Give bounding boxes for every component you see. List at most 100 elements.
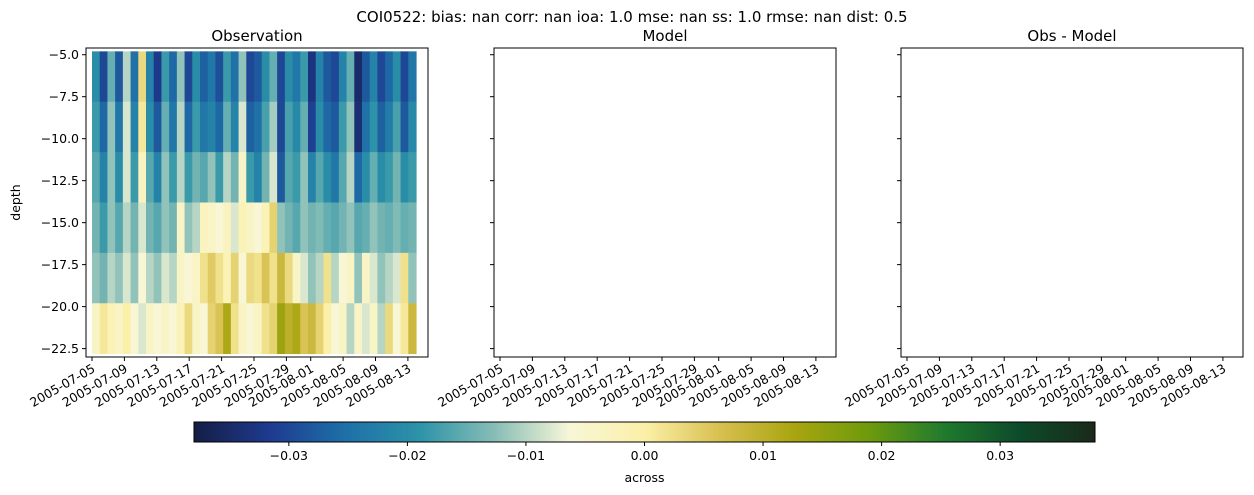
heatmap-cell	[377, 303, 386, 355]
heatmap-cell	[338, 202, 348, 254]
heatmap-cell	[369, 51, 379, 103]
heatmap-cell	[277, 152, 286, 203]
heatmap-cell	[346, 51, 355, 103]
heatmap-cell	[385, 101, 394, 153]
heatmap-cell	[323, 303, 332, 355]
heatmap-cell	[331, 51, 340, 103]
colorbar-label: across	[624, 470, 664, 485]
heatmap-cell	[354, 51, 363, 103]
heatmap-cell	[362, 202, 371, 254]
heatmap-cell	[138, 152, 147, 203]
heatmap-cell	[400, 51, 409, 103]
colorbar-tick-label: 0.00	[631, 448, 659, 463]
heatmap-cell	[99, 252, 109, 304]
heatmap-cell	[292, 101, 301, 153]
heatmap-cell	[169, 303, 178, 355]
y-tick-label: −17.5	[41, 257, 79, 272]
panel-title: Obs - Model	[1027, 27, 1116, 45]
heatmap-cell	[254, 202, 263, 254]
heatmap-cell	[200, 152, 209, 203]
colorbar-tick-label: 0.03	[986, 448, 1014, 463]
heatmap-cell	[107, 51, 116, 103]
heatmap-cell	[230, 101, 240, 153]
colorbar-gradient	[193, 421, 1096, 443]
heatmap-cell	[99, 303, 109, 355]
heatmap-cell	[238, 101, 247, 153]
heatmap-cell	[385, 202, 394, 254]
heatmap-cell	[315, 202, 325, 254]
heatmap-cell	[215, 303, 224, 355]
heatmap-cell	[92, 252, 101, 304]
heatmap-cell	[362, 51, 371, 103]
heatmap-cell	[269, 101, 278, 153]
axes-frame	[493, 47, 837, 358]
heatmap-cell	[315, 303, 325, 355]
heatmap-cell	[215, 202, 224, 254]
heatmap-cell	[369, 303, 379, 355]
heatmap-cell	[392, 152, 402, 203]
heatmap-cell	[161, 303, 170, 355]
heatmap-cell	[308, 101, 317, 153]
heatmap-cell	[300, 51, 309, 103]
heatmap-cell	[192, 152, 201, 203]
heatmap-cell	[161, 202, 170, 254]
heatmap-cell	[292, 202, 301, 254]
heatmap-cell	[346, 152, 355, 203]
heatmap-cell	[115, 252, 124, 304]
heatmap-cell	[223, 303, 232, 355]
heatmap-cell	[400, 252, 409, 304]
heatmap-cell	[200, 252, 209, 304]
heatmap-cell	[331, 303, 340, 355]
heatmap-cell	[223, 101, 232, 153]
heatmap-cell	[269, 152, 278, 203]
heatmap-cell	[92, 202, 101, 254]
heatmap-cell	[122, 101, 132, 153]
heatmap-cell	[254, 252, 263, 304]
heatmap-cell	[122, 202, 132, 254]
heatmap-cell	[292, 252, 301, 304]
heatmap-cell	[176, 101, 186, 153]
heatmap-cell	[223, 202, 232, 254]
heatmap-cell	[238, 303, 247, 355]
heatmap-cell	[215, 252, 224, 304]
heatmap-cell	[400, 202, 409, 254]
heatmap-cell	[146, 202, 155, 254]
y-tick-label: −20.0	[41, 299, 79, 314]
heatmap-cell	[200, 101, 209, 153]
heatmap-cell	[354, 152, 363, 203]
heatmap-cell	[169, 252, 178, 304]
heatmap-cells	[92, 51, 417, 355]
heatmap-cell	[153, 51, 163, 103]
panel-observation: Observation −5.0 −7.5 −10.0 −12.5 −15.0 −17.5 −…	[8, 27, 429, 410]
heatmap-cell	[284, 202, 294, 254]
heatmap-cell	[261, 101, 271, 153]
y-tick-label: −15.0	[41, 215, 79, 230]
heatmap-cell	[331, 252, 340, 304]
heatmap-cell	[385, 303, 394, 355]
heatmap-cell	[362, 152, 371, 203]
heatmap-cell	[99, 51, 109, 103]
heatmap-cell	[107, 303, 116, 355]
heatmap-cell	[176, 51, 186, 103]
heatmap-cell	[99, 101, 109, 153]
y-axis-label: depth	[8, 184, 23, 220]
heatmap-cell	[246, 252, 255, 304]
heatmap-cell	[277, 101, 286, 153]
colorbar: −0.03 −0.02 −0.01 0.00 0.01 0.02 0.03 across	[193, 421, 1096, 485]
heatmap-cell	[338, 101, 348, 153]
y-tick-label: −7.5	[49, 89, 79, 104]
heatmap-cell	[246, 202, 255, 254]
heatmap-cell	[300, 202, 309, 254]
heatmap-cell	[99, 202, 109, 254]
heatmap-cell	[146, 51, 155, 103]
heatmap-cell	[369, 152, 379, 203]
heatmap-cell	[261, 303, 271, 355]
colorbar-tick-label: 0.02	[868, 448, 896, 463]
heatmap-cell	[215, 152, 224, 203]
heatmap-cell	[331, 202, 340, 254]
heatmap-cell	[269, 51, 278, 103]
heatmap-cell	[400, 303, 409, 355]
y-tick-label: −22.5	[41, 341, 79, 356]
heatmap-cell	[331, 101, 340, 153]
heatmap-cell	[300, 252, 309, 304]
